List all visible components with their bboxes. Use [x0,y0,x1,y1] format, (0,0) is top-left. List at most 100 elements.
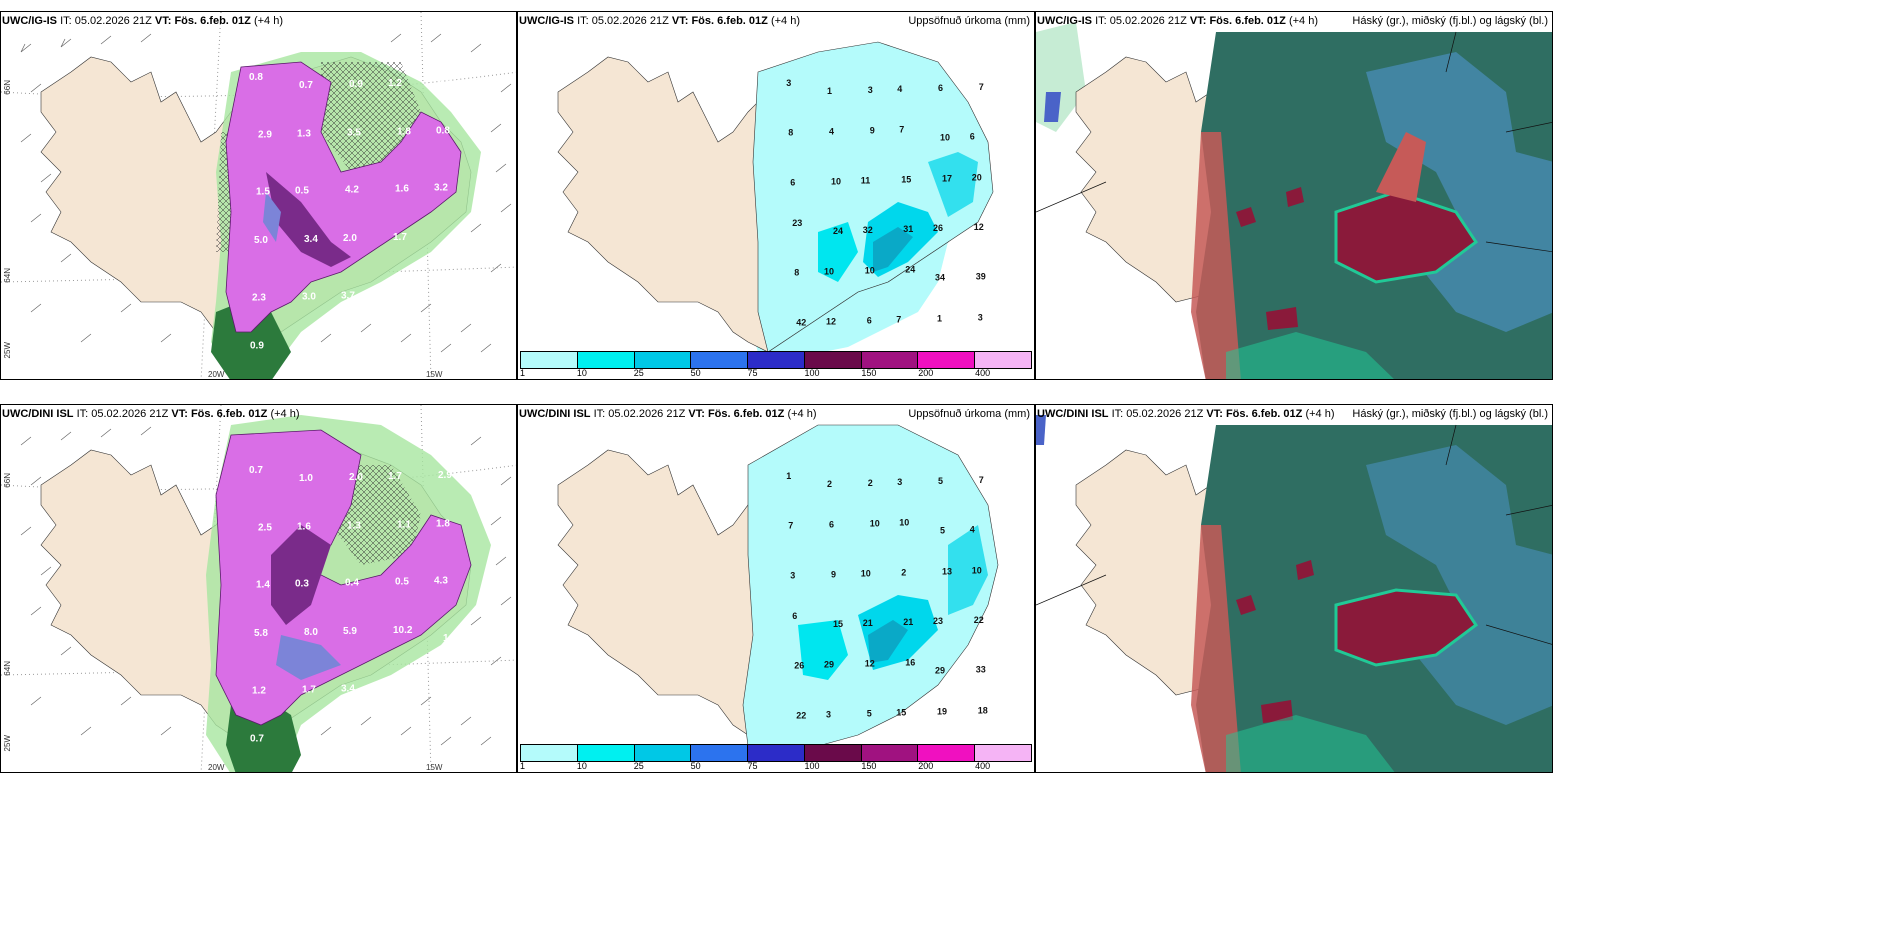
snow-value-label: 1.8 [436,518,450,529]
snow-value-label: 3.4 [350,732,364,743]
color-scale-swatch [975,745,1032,761]
lon-label-15w: 15W [426,763,443,772]
panel-header: UWC/IG-IS IT: 05.02.2026 21Z VT: Fös. 6.… [2,15,283,27]
precip-over-land [752,41,994,353]
precip-value-label: 39 [976,272,986,282]
color-scale-tick-label: 150 [861,368,877,378]
snow-value-label: 2.5 [258,522,272,533]
lat-label-66: 66N [3,80,12,95]
precip-value-label: 31 [903,224,913,234]
cloud-title: Háský (gr.), miðský (fj.bl.) og lágský (… [1352,408,1548,420]
snow-value-label: 1.6 [443,633,457,644]
snow-value-label: 0.3 [295,579,309,590]
precip-value-label: 13 [942,566,952,576]
cloud-map-bottom [1036,405,1552,772]
snow-value-label: 2.9 [258,129,272,140]
precip-value-label: 11 [861,175,871,185]
snow-value-label: 0.9 [349,79,363,90]
color-scale-bar [520,744,1032,762]
precip-cyan-cell-c [928,152,978,217]
precip-value-label: 12 [974,222,984,232]
cloud-map-panel-top: UWC/IG-IS IT: 05.02.2026 21Z VT: Fös. 6.… [1035,11,1553,380]
precip-value-label: 2 [827,479,832,489]
color-scale-tick-label: 75 [747,368,758,378]
lead-time: (+4 h) [770,15,800,27]
cloud-map-panel-bottom: UWC/DINI ISL IT: 05.02.2026 21Z VT: Fös.… [1035,404,1553,773]
lon-label-20w: 20W [208,763,225,772]
vt-value: Fös. 6.feb. 01Z [691,15,768,27]
precip-value-label: 10 [865,266,875,276]
snow-darkpurple-band [271,525,331,625]
vt-label: VT: [1206,408,1223,420]
lon-label-25w: 25W [3,342,12,359]
precip-value-label: 8 [794,268,799,278]
precip-value-label: 18 [978,705,988,715]
precip-value-label: 6 [792,611,797,621]
vt-label: VT: [171,408,188,420]
cloud-blue-area [1366,52,1552,332]
model-name: UWC/DINI ISL [519,408,591,420]
cloud-blue-patch [1036,415,1046,445]
precip-value-label: 26 [794,661,804,671]
precip-cyan-cell-a [818,222,858,282]
snow-value-label: 0.9 [250,341,264,352]
color-scale-tick-label: 25 [633,761,644,771]
precip-value-label: 7 [896,314,901,324]
lat-label-64: 64N [3,661,12,676]
color-scale-tick-label: 100 [804,368,820,378]
cloud-red-band [1191,132,1241,379]
model-name: UWC/IG-IS [1037,15,1092,27]
snow-value-label: 0.5 [395,577,409,588]
snow-value-label: 2.3 [252,292,266,303]
snow-value-label: 8.0 [304,627,318,638]
model-name: UWC/DINI ISL [1037,408,1109,420]
cloud-blue-area [1366,445,1552,725]
precip-value-label: 22 [974,615,984,625]
precip-value-label: 9 [870,126,875,136]
snow-value-label: 0.5 [295,186,309,197]
lon-label-20w: 20W [208,370,225,379]
cloud-green-band [1226,332,1394,379]
precip-value-label: 10 [831,176,841,186]
snow-blue-core [276,635,341,680]
snow-value-label: 0.4 [345,578,359,589]
precip-value-label: 17 [942,173,952,183]
snow-value-label: 2.0 [343,233,357,244]
precip-value-label: 6 [867,315,872,325]
precip-value-label: 7 [979,475,984,485]
color-scale-tick-label: 25 [633,368,644,378]
precip-value-label: 23 [933,616,943,626]
precip-cyan-cell-c [948,525,988,615]
precip-value-label: 1 [786,471,791,481]
snow-value-label: 2.6 [441,288,455,299]
snow-value-label: 4.3 [443,240,457,251]
snow-value-label: 1.7 [388,471,402,482]
precip-value-label: 15 [901,174,911,184]
color-scale-tick-label: 150 [861,761,877,771]
snow-map-bottom: 0.7 1.0 2.0 1.7 2.9 2.5 1.6 1.3 1.1 1.8 1.4 0.3 0.4 0… [1,405,516,772]
precip-map-panel-bottom: 1 2 2 3 5 7 7 6 10 10 5 4 3 9 10 2 13 10 6 15 21 21 23 22 26 29 12… [517,404,1035,773]
precip-value-label: 3 [790,570,795,580]
vt-label: VT: [671,15,689,27]
it-label: IT: [60,15,72,27]
precip-value-label: 42 [796,317,806,327]
snow-value-label: 0.7 [250,734,264,745]
precip-value-label: 23 [792,218,802,228]
precip-value-label: 10 [972,565,982,575]
precip-value-label: 1 [937,313,942,323]
snow-value-label: 0.7 [350,339,364,350]
color-scale-tick-label: 1 [520,761,526,771]
snow-value-label: 5.9 [343,626,357,637]
lead-time: (+4 h) [1305,408,1335,420]
precip-value-label: 6 [829,520,834,530]
cloud-maroon-small-3 [1266,307,1298,330]
snow-value-label: 1.7 [393,232,407,243]
color-scale-swatch [918,352,976,368]
snow-darkpurple-band [266,172,351,267]
color-scale-swatch [691,745,749,761]
snow-value-label: 0.8 [436,125,450,136]
precip-value-label: 26 [933,223,943,233]
snow-blue-core [263,192,281,242]
